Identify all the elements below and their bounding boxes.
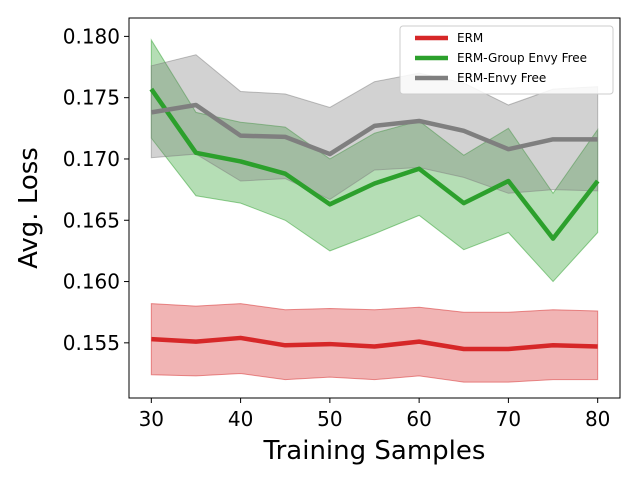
y-tick-label: 0.170 bbox=[63, 147, 120, 171]
y-tick-label: 0.165 bbox=[63, 208, 120, 232]
legend-label-erm-group-envy-free: ERM-Group Envy Free bbox=[457, 51, 587, 65]
y-tick-label: 0.175 bbox=[63, 86, 120, 110]
x-tick-label: 80 bbox=[585, 407, 610, 431]
x-tick-label: 40 bbox=[228, 407, 253, 431]
y-axis-label: Avg. Loss bbox=[14, 147, 44, 269]
plot-frame bbox=[128, 17, 621, 399]
legend-box bbox=[399, 25, 614, 95]
legend: ERM ERM-Group Envy Free ERM-Envy Free bbox=[399, 25, 614, 95]
x-tick-label: 70 bbox=[496, 407, 521, 431]
x-axis-ticks: 30 40 50 60 70 80 bbox=[139, 398, 610, 431]
y-axis-ticks: 0.155 0.160 0.165 0.170 0.175 0.180 bbox=[63, 24, 129, 355]
x-tick-label: 60 bbox=[406, 407, 431, 431]
legend-label-erm-envy-free: ERM-Envy Free bbox=[457, 71, 546, 85]
y-tick-label: 0.160 bbox=[63, 270, 120, 294]
x-tick-label: 30 bbox=[139, 407, 164, 431]
band-erm bbox=[150, 303, 599, 383]
y-tick-label: 0.155 bbox=[63, 331, 120, 355]
series-lines bbox=[149, 87, 600, 352]
legend-label-erm: ERM bbox=[457, 31, 483, 45]
x-tick-label: 50 bbox=[317, 407, 342, 431]
x-axis-label: Training Samples bbox=[263, 436, 486, 466]
y-tick-label: 0.180 bbox=[63, 24, 120, 48]
